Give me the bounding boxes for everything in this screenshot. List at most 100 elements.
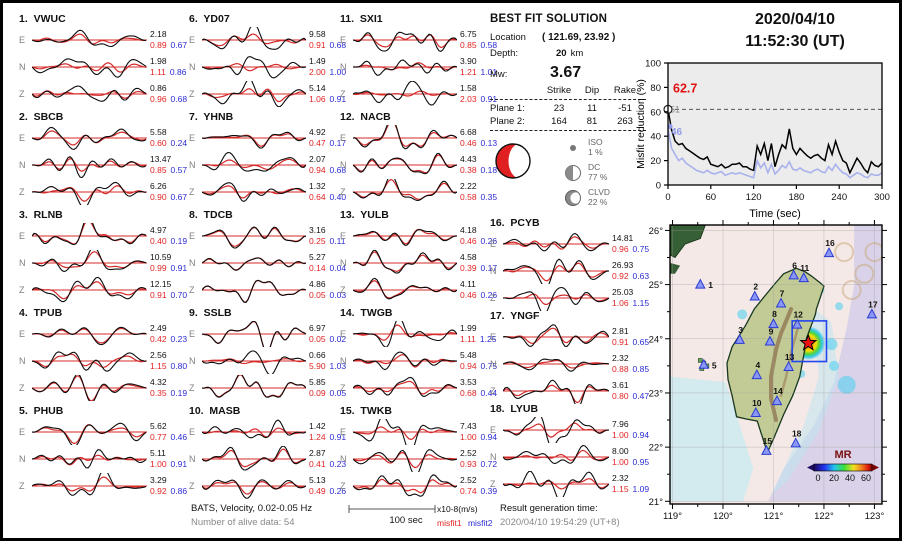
channel-label: Z: [189, 284, 195, 295]
observed-trace: [353, 178, 457, 201]
waveform-values: 4.97 0.40 0.19: [150, 225, 187, 246]
waveform-values: 0.86 0.96 0.68: [150, 83, 187, 104]
channel-label: Z: [340, 480, 346, 491]
misfit1-value: 0.05: [309, 333, 326, 344]
station-name: 17. YNGF: [490, 310, 540, 322]
waveform-values: 1.98 1.11 0.86: [150, 56, 186, 77]
synthetic-trace: [202, 426, 306, 438]
misfit2-value: 0.40: [329, 191, 347, 202]
observed-trace: [503, 379, 609, 404]
misfit2-value: 0.72: [480, 458, 498, 469]
waveform-values: 5.13 0.49 0.26: [309, 475, 346, 496]
station-block: 16. PCYB E 14.81 0.96 0.75 N 26.93 0.92 0.63 Z 25.…: [490, 217, 649, 311]
waveform-plot: [202, 320, 306, 347]
amplitude-value: 2.52: [460, 447, 477, 458]
waveform-values: 3.29 0.92 0.86: [150, 475, 187, 496]
misfit1-value: 0.92: [612, 270, 629, 281]
channel-label: N: [189, 61, 196, 72]
svg-text:60: 60: [706, 192, 717, 203]
misfit2-value: 0.17: [329, 137, 347, 148]
waveform-row: Z 5.85 0.09 0.05: [189, 374, 346, 401]
amplitude-value: 3.16: [309, 224, 326, 235]
waveform-plot: [503, 379, 609, 404]
waveform-row: N 5.27 0.14 0.04: [189, 249, 346, 276]
waveform-plot: [353, 31, 457, 52]
station-block: 8. TDCB E 3.16 0.25 0.11 N 5.27 0.14 0.04 Z 4.86 0.…: [189, 209, 346, 303]
amplitude-value: 3.29: [150, 474, 167, 485]
waveform-row: E 14.81 0.96 0.75: [490, 230, 649, 257]
amplitude-value: 2.52: [460, 474, 477, 485]
time-scalebar: 100 sec: [346, 500, 438, 531]
waveform-row: Z 5.14 1.06 0.91: [189, 80, 346, 107]
channel-label: E: [19, 426, 26, 437]
waveform-values: 1.99 1.11 1.25: [460, 323, 496, 344]
observed-trace: [32, 126, 147, 150]
depth-unit: km: [570, 48, 584, 59]
dashed-divider: [490, 130, 646, 131]
map-station-number: 4: [755, 360, 760, 370]
waveform-row: E 4.97 0.40 0.19: [19, 222, 187, 249]
synthetic-trace: [202, 480, 306, 495]
map-station-triangle-icon: [694, 278, 706, 289]
misfit2-value: 0.85: [632, 363, 650, 374]
map-station-triangle-icon: [791, 318, 803, 329]
waveform-values: 4.43 0.38 0.18: [460, 154, 497, 175]
map-station-triangle-icon: [751, 368, 763, 380]
synthetic-trace: [353, 451, 457, 468]
station-name: 8. TDCB: [189, 209, 233, 221]
misfit2-value: 0.86: [170, 485, 188, 496]
misfit1-value: 1.00: [460, 431, 477, 442]
map-station-triangle-icon: [775, 297, 787, 308]
misfit2-value: 0.19: [170, 235, 188, 246]
misfit1-value: 1.11: [460, 333, 476, 344]
misfit1-value: 0.68: [460, 387, 477, 398]
map-station-number: 11: [800, 263, 809, 273]
observed-trace: [353, 80, 457, 106]
channel-label: E: [340, 132, 347, 143]
map-station-triangle-icon: [798, 272, 810, 283]
channel-label: N: [189, 257, 196, 268]
waveform-row: N 2.52 0.93 0.72: [340, 445, 497, 472]
channel-label: Z: [19, 284, 25, 295]
map-lon-label: 123°: [865, 511, 885, 521]
station-name: 6. YD07: [189, 13, 230, 25]
waveform-plot: [32, 155, 147, 178]
misfit2-value: 0.67: [170, 191, 188, 202]
misfit2-value: 1.03: [329, 360, 347, 371]
map-station-number: 8: [772, 309, 777, 319]
amplitude-value: 2.32: [612, 472, 629, 483]
observed-trace: [32, 155, 147, 178]
misfit1-value: 0.46: [460, 235, 477, 246]
observed-trace: [32, 326, 147, 345]
amplitude-value: 4.97: [150, 224, 167, 235]
station-block: 15. TWKB E 7.43 1.00 0.94 N 2.52 0.93 0.72 Z 2.52 0…: [340, 405, 497, 499]
amplitude-value: 4.32: [150, 376, 167, 387]
depth-label: Depth:: [490, 48, 518, 59]
station-name: 2. SBCB: [19, 111, 64, 123]
waveform-row: N 4.58 0.39 0.17: [340, 249, 497, 276]
observed-trace: [32, 374, 147, 401]
waveform-plot: [202, 26, 306, 50]
misfit2-value: 0.91: [329, 431, 347, 442]
synthetic-trace: [503, 327, 609, 344]
mw-label: Mw:: [490, 69, 508, 80]
map-station-number: 10: [752, 398, 762, 408]
waveform-plot: [353, 249, 457, 274]
misfit1-value: 0.09: [309, 387, 326, 398]
misfit1-legend: misfit1: [437, 517, 462, 528]
channel-label: E: [19, 132, 26, 143]
observed-trace: [503, 286, 609, 311]
map-station-triangle-icon: [761, 444, 772, 455]
misfit1-value: 1.24: [309, 431, 326, 442]
synthetic-trace: [353, 228, 457, 244]
observed-trace: [353, 228, 457, 246]
result-generation-time: Result generation time: 2020/04/10 19:54…: [500, 502, 620, 531]
misfit1-value: 2.03: [460, 93, 477, 104]
observed-trace: [32, 276, 147, 302]
misfit1-value: 0.89: [150, 39, 167, 50]
misfit1-value: 1.00: [612, 456, 629, 467]
channel-label: Z: [490, 385, 496, 396]
plane1-dip: 11: [587, 103, 597, 114]
waveform-values: 7.43 1.00 0.94: [460, 421, 497, 442]
origin-time: 11:52:30 (UT): [745, 32, 845, 50]
